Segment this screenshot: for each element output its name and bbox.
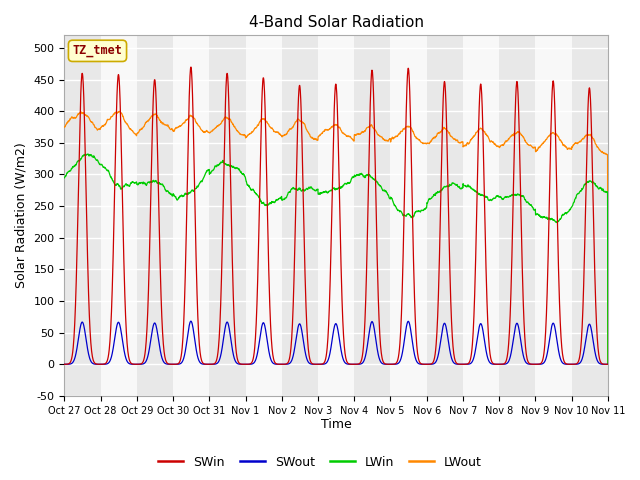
Bar	[137, 36, 173, 396]
Bar	[65, 36, 100, 396]
Bar	[390, 36, 427, 396]
Text: TZ_tmet: TZ_tmet	[72, 44, 122, 57]
Bar	[100, 36, 137, 396]
Bar	[209, 36, 246, 396]
Bar	[173, 36, 209, 396]
Bar	[499, 36, 535, 396]
Bar	[246, 36, 282, 396]
Bar	[318, 36, 354, 396]
Title: 4-Band Solar Radiation: 4-Band Solar Radiation	[248, 15, 424, 30]
Bar	[535, 36, 572, 396]
Legend: SWin, SWout, LWin, LWout: SWin, SWout, LWin, LWout	[153, 451, 487, 474]
Bar	[463, 36, 499, 396]
Y-axis label: Solar Radiation (W/m2): Solar Radiation (W/m2)	[15, 143, 28, 288]
Bar	[427, 36, 463, 396]
Bar	[572, 36, 608, 396]
X-axis label: Time: Time	[321, 419, 351, 432]
Bar	[354, 36, 390, 396]
Bar	[282, 36, 318, 396]
